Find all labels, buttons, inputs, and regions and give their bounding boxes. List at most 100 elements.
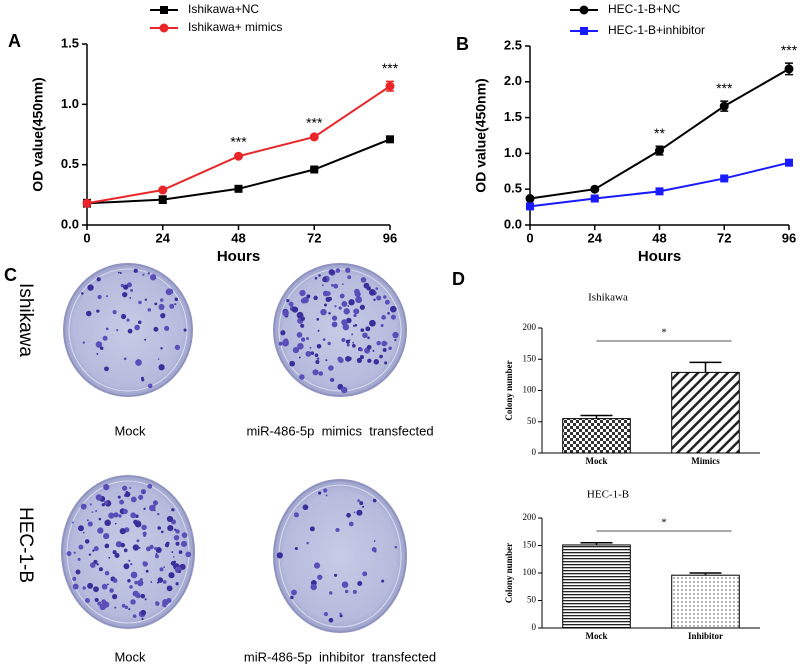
colony xyxy=(171,551,174,553)
colony xyxy=(158,303,165,311)
colony xyxy=(348,299,355,306)
y-tick-label: 1.5 xyxy=(504,109,522,124)
colony xyxy=(72,583,79,590)
colony xyxy=(367,358,372,363)
error-bar xyxy=(689,361,722,373)
colony xyxy=(331,321,338,328)
colony xyxy=(329,591,333,595)
colony xyxy=(129,585,133,589)
colony xyxy=(121,603,126,608)
colony xyxy=(169,303,175,309)
colony xyxy=(147,483,153,489)
colony xyxy=(366,344,372,350)
colony xyxy=(163,566,166,569)
colony xyxy=(106,295,109,298)
colony xyxy=(85,598,90,603)
colony xyxy=(142,273,145,276)
colony xyxy=(88,553,92,556)
colony xyxy=(357,581,363,587)
colony xyxy=(342,323,350,331)
colony xyxy=(282,309,289,317)
bar xyxy=(671,371,740,454)
colony xyxy=(322,338,326,342)
colony xyxy=(345,339,351,344)
colony xyxy=(103,500,108,505)
colony xyxy=(101,599,107,604)
colony xyxy=(73,551,76,554)
colony xyxy=(369,319,376,327)
plate xyxy=(273,479,407,633)
colony xyxy=(313,562,321,569)
colony xyxy=(140,489,147,495)
significance: *** xyxy=(382,60,399,76)
colony xyxy=(130,562,133,566)
colony xyxy=(312,369,319,376)
colony xyxy=(85,310,92,317)
colony xyxy=(140,593,146,599)
colony xyxy=(144,598,147,601)
colony xyxy=(123,357,127,361)
colony xyxy=(141,524,147,531)
colony xyxy=(383,295,387,299)
colony xyxy=(138,546,141,549)
series-line xyxy=(529,161,790,208)
colony xyxy=(141,376,144,380)
y-tick-label: 150 xyxy=(523,353,537,363)
colony xyxy=(96,309,100,313)
colony xyxy=(156,581,159,584)
colony xyxy=(300,293,303,296)
row-label: Ishikawa xyxy=(15,283,36,357)
colony xyxy=(297,342,304,350)
colony xyxy=(108,512,115,519)
colony xyxy=(390,305,397,313)
colony xyxy=(299,374,305,380)
y-axis-label: OD value(450nm) xyxy=(473,78,489,192)
colony xyxy=(75,569,81,575)
colony xyxy=(147,383,153,389)
plate-caption: Mock xyxy=(114,423,146,438)
significance: *** xyxy=(716,80,733,96)
colony xyxy=(118,514,122,518)
colony xyxy=(71,521,74,524)
y-tick-label: 100 xyxy=(523,385,537,395)
y-tick-label: 150 xyxy=(523,540,537,550)
colony xyxy=(97,294,102,300)
colony xyxy=(356,357,362,363)
colony xyxy=(339,293,345,299)
colony xyxy=(325,494,328,497)
marker xyxy=(159,23,169,33)
colony xyxy=(117,271,120,274)
colony xyxy=(354,323,358,327)
colony xyxy=(333,283,339,289)
colony xyxy=(167,525,174,532)
colony xyxy=(328,312,331,315)
colony xyxy=(82,586,86,590)
colony xyxy=(80,292,84,295)
colony xyxy=(144,298,148,301)
colony xyxy=(154,554,159,559)
colony xyxy=(174,297,179,302)
colony xyxy=(316,357,320,360)
colony xyxy=(346,512,351,518)
colony xyxy=(282,339,289,347)
colony xyxy=(357,499,361,503)
colony xyxy=(343,308,350,315)
x-axis-label: Hours xyxy=(217,248,260,265)
colony xyxy=(375,287,379,290)
y-axis-label: Colony number xyxy=(504,360,514,420)
marker xyxy=(160,6,168,14)
colony xyxy=(143,507,146,511)
colony xyxy=(127,578,131,583)
colony xyxy=(87,284,94,291)
colony xyxy=(372,349,375,352)
row-label: HEC-1-B xyxy=(15,507,36,583)
colony xyxy=(164,325,170,332)
colony xyxy=(296,332,303,338)
colony xyxy=(341,301,348,307)
significance: *** xyxy=(230,134,247,150)
colony xyxy=(162,598,169,606)
colony xyxy=(322,276,326,280)
colony xyxy=(384,299,390,305)
y-tick-label: 100 xyxy=(523,567,537,577)
y-tick-label: 2.0 xyxy=(504,73,522,88)
